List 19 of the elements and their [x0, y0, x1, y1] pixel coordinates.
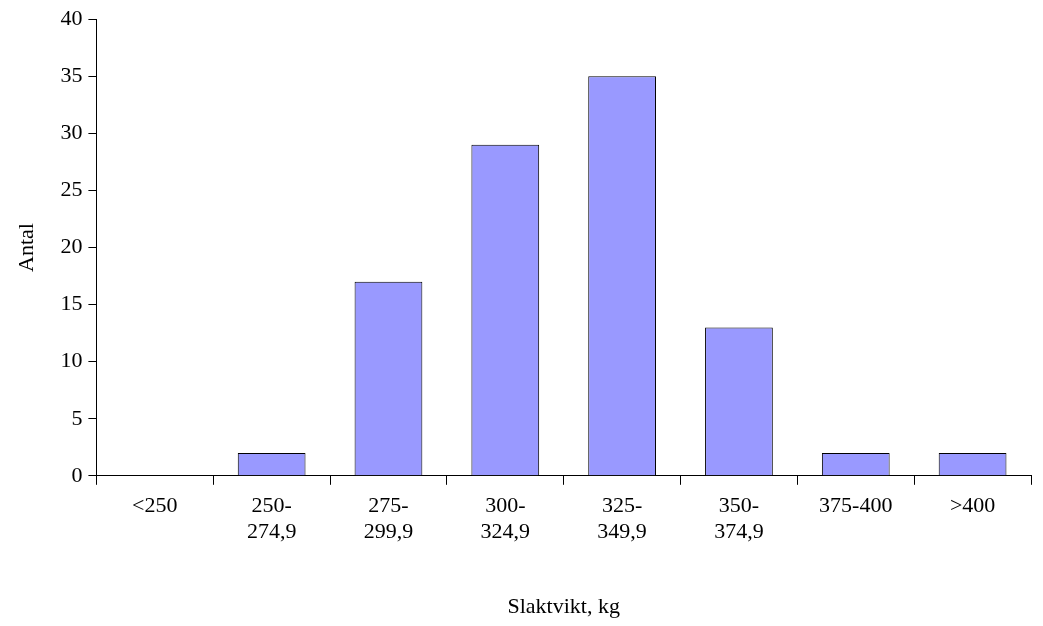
x-tick-label: 300- 324,9 — [480, 491, 531, 544]
y-tick-label: 40 — [60, 4, 83, 30]
y-tick-label: 10 — [60, 347, 83, 373]
x-tick-label: 250- 274,9 — [246, 491, 297, 544]
x-tick-label: 325- 349,9 — [597, 491, 647, 544]
y-tick-label: 35 — [60, 62, 83, 88]
y-tick-label: 15 — [60, 290, 83, 316]
y-tick-label: 5 — [71, 404, 83, 430]
y-tick-label: 20 — [60, 233, 83, 259]
x-tick-label: <250 — [132, 491, 178, 517]
y-axis-title: Antal — [12, 223, 38, 272]
y-tick-label: 30 — [60, 119, 83, 145]
y-tick-label: 0 — [71, 461, 83, 487]
x-tick-label: 275- 299,9 — [363, 491, 414, 544]
x-tick-label: 375-400 — [819, 491, 893, 517]
x-axis-title: Slaktvikt, kg — [507, 592, 620, 618]
y-tick-label: 25 — [60, 176, 83, 202]
x-tick-label: 350- 374,9 — [714, 491, 764, 544]
x-tick-label: >400 — [949, 491, 996, 517]
